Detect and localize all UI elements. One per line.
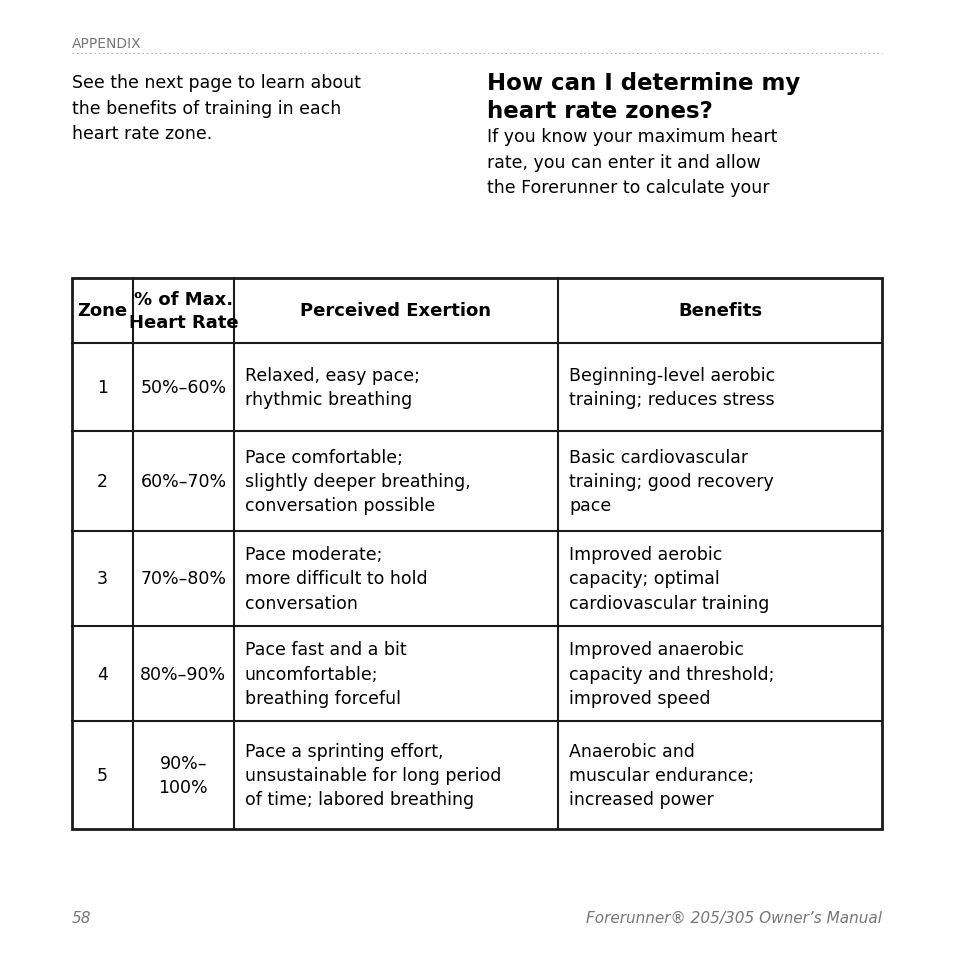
- Text: Benefits: Benefits: [678, 302, 761, 320]
- Text: If you know your maximum heart
rate, you can enter it and allow
the Forerunner t: If you know your maximum heart rate, you…: [486, 128, 777, 197]
- Bar: [71, 278, 882, 829]
- Text: See the next page to learn about
the benefits of training in each
heart rate zon: See the next page to learn about the ben…: [71, 74, 360, 143]
- Text: Basic cardiovascular
training; good recovery
pace: Basic cardiovascular training; good reco…: [568, 448, 773, 515]
- Text: Forerunner® 205/305 Owner’s Manual: Forerunner® 205/305 Owner’s Manual: [585, 910, 882, 925]
- Text: 60%–70%: 60%–70%: [140, 473, 226, 491]
- Text: 50%–60%: 50%–60%: [140, 378, 226, 396]
- Text: Anaerobic and
muscular endurance;
increased power: Anaerobic and muscular endurance; increa…: [568, 742, 753, 808]
- Text: 4: 4: [97, 665, 108, 682]
- Text: 58: 58: [71, 910, 91, 925]
- Text: 70%–80%: 70%–80%: [140, 570, 226, 588]
- Text: Pace comfortable;
slightly deeper breathing,
conversation possible: Pace comfortable; slightly deeper breath…: [245, 448, 470, 515]
- Text: Relaxed, easy pace;
rhythmic breathing: Relaxed, easy pace; rhythmic breathing: [245, 367, 419, 409]
- Text: APPENDIX: APPENDIX: [71, 37, 141, 51]
- Text: Pace fast and a bit
uncomfortable;
breathing forceful: Pace fast and a bit uncomfortable; breat…: [245, 640, 406, 707]
- Text: 2: 2: [97, 473, 108, 491]
- Text: How can I determine my
heart rate zones?: How can I determine my heart rate zones?: [486, 71, 800, 122]
- Text: Improved aerobic
capacity; optimal
cardiovascular training: Improved aerobic capacity; optimal cardi…: [568, 546, 768, 612]
- Text: Pace moderate;
more difficult to hold
conversation: Pace moderate; more difficult to hold co…: [245, 546, 427, 612]
- Text: 90%–
100%: 90%– 100%: [158, 754, 208, 797]
- Text: 5: 5: [97, 766, 108, 784]
- Text: 80%–90%: 80%–90%: [140, 665, 226, 682]
- Text: 3: 3: [97, 570, 108, 588]
- Text: 1: 1: [97, 378, 108, 396]
- Text: Improved anaerobic
capacity and threshold;
improved speed: Improved anaerobic capacity and threshol…: [568, 640, 774, 707]
- Text: % of Max.
Heart Rate: % of Max. Heart Rate: [129, 291, 238, 332]
- Text: Perceived Exertion: Perceived Exertion: [300, 302, 491, 320]
- Text: Zone: Zone: [77, 302, 128, 320]
- Text: Pace a sprinting effort,
unsustainable for long period
of time; labored breathin: Pace a sprinting effort, unsustainable f…: [245, 742, 501, 808]
- Text: Beginning-level aerobic
training; reduces stress: Beginning-level aerobic training; reduce…: [568, 367, 775, 409]
